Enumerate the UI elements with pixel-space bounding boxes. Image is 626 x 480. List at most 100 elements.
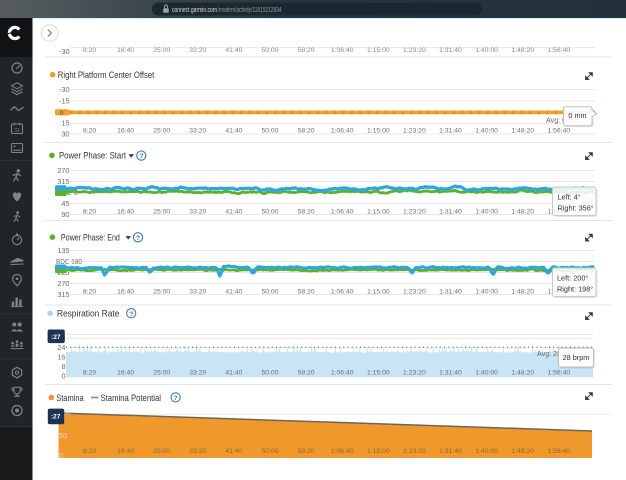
svg-text:?: ?	[174, 395, 178, 402]
svg-text:BDC 180: BDC 180	[56, 257, 82, 266]
svg-text:1:06:40: 1:06:40	[331, 127, 354, 134]
svg-text:1:40:00: 1:40:00	[475, 208, 498, 215]
svg-text:50:00: 50:00	[261, 47, 278, 54]
svg-text:1:31:40: 1:31:40	[439, 369, 462, 376]
svg-text:0: 0	[59, 451, 63, 460]
svg-text:41:40: 41:40	[225, 127, 242, 134]
svg-text:33:20: 33:20	[189, 208, 206, 215]
svg-text:1:56:40: 1:56:40	[547, 127, 570, 134]
svg-text:Stamina: Stamina	[56, 393, 84, 404]
svg-text:8:20: 8:20	[83, 288, 96, 295]
svg-text:Right Platform Center Offset: Right Platform Center Offset	[58, 70, 155, 81]
svg-text:1:06:40: 1:06:40	[331, 288, 354, 295]
svg-text:1:48:20: 1:48:20	[511, 47, 534, 54]
svg-text:1:48:20: 1:48:20	[511, 127, 534, 134]
svg-text:15: 15	[61, 119, 69, 128]
svg-text:8:20: 8:20	[83, 369, 96, 376]
svg-text::27: :27	[51, 413, 61, 420]
svg-text:41:40: 41:40	[225, 448, 242, 455]
svg-text:1:31:40: 1:31:40	[439, 208, 462, 215]
svg-text:33:20: 33:20	[189, 127, 206, 134]
svg-text:1:40:00: 1:40:00	[475, 47, 498, 54]
svg-text:1:15:00: 1:15:00	[367, 288, 390, 295]
svg-text:41:40: 41:40	[225, 288, 242, 295]
svg-text:-15: -15	[59, 97, 70, 106]
svg-text:8:20: 8:20	[83, 127, 96, 134]
svg-text:Right: 356°: Right: 356°	[558, 204, 594, 213]
svg-text:315: 315	[57, 290, 69, 299]
svg-text:1:15:00: 1:15:00	[367, 448, 390, 455]
svg-text:connect.garmin.com: connect.garmin.com	[172, 5, 217, 14]
svg-text:1:15:00: 1:15:00	[367, 127, 390, 134]
svg-text:1:40:00: 1:40:00	[475, 127, 498, 134]
svg-text:1:48:20: 1:48:20	[511, 208, 534, 215]
svg-text:1:40:00: 1:40:00	[475, 369, 498, 376]
svg-text:16:40: 16:40	[117, 47, 134, 54]
svg-text:58:20: 58:20	[298, 448, 315, 455]
svg-text:50:00: 50:00	[261, 288, 278, 295]
svg-text:?: ?	[139, 153, 143, 160]
svg-text:8:20: 8:20	[83, 208, 96, 215]
svg-text:41:40: 41:40	[225, 208, 242, 215]
svg-text:1:06:40: 1:06:40	[331, 369, 354, 376]
svg-text:1:15:00: 1:15:00	[367, 208, 390, 215]
svg-text:1:48:20: 1:48:20	[511, 448, 534, 455]
svg-text:1:23:20: 1:23:20	[403, 288, 426, 295]
svg-text:8:20: 8:20	[83, 47, 96, 54]
svg-text:50: 50	[59, 431, 67, 440]
svg-text:?: ?	[136, 235, 140, 242]
svg-text:31: 31	[14, 128, 20, 134]
svg-text:Respiration Rate: Respiration Rate	[57, 309, 120, 320]
svg-text:33:20: 33:20	[189, 448, 206, 455]
svg-text:16:40: 16:40	[117, 369, 134, 376]
svg-text:33:20: 33:20	[189, 369, 206, 376]
svg-text:1:23:20: 1:23:20	[403, 127, 426, 134]
svg-text:58:20: 58:20	[298, 127, 315, 134]
svg-text:1:15:00: 1:15:00	[367, 47, 390, 54]
svg-text:1:40:00: 1:40:00	[475, 448, 498, 455]
svg-text:1:06:40: 1:06:40	[331, 448, 354, 455]
svg-text:Stamina Potential: Stamina Potential	[101, 393, 162, 404]
svg-text:-30: -30	[59, 85, 70, 94]
svg-text:Left: 200°: Left: 200°	[557, 274, 588, 283]
svg-text:Power Phase: Start: Power Phase: Start	[59, 151, 126, 162]
svg-text:45: 45	[61, 199, 69, 208]
svg-text:100: 100	[59, 408, 71, 417]
svg-text:25:00: 25:00	[153, 47, 170, 54]
svg-text:50:00: 50:00	[261, 369, 278, 376]
svg-text:315: 315	[57, 177, 69, 186]
svg-text:Power Phase: End: Power Phase: End	[61, 233, 120, 244]
svg-text:33:20: 33:20	[189, 47, 206, 54]
svg-text:41:40: 41:40	[225, 47, 242, 54]
svg-text:25:00: 25:00	[153, 127, 170, 134]
svg-text:25:00: 25:00	[153, 288, 170, 295]
svg-text:8: 8	[61, 362, 65, 371]
svg-text:8:20: 8:20	[83, 448, 96, 455]
svg-text:58:20: 58:20	[298, 47, 315, 54]
svg-text:0: 0	[60, 110, 64, 117]
svg-text:1:23:20: 1:23:20	[403, 47, 426, 54]
svg-text:1:48:20: 1:48:20	[511, 288, 534, 295]
svg-text:33:20: 33:20	[189, 288, 206, 295]
svg-text:1:06:40: 1:06:40	[331, 208, 354, 215]
svg-text:50:00: 50:00	[261, 208, 278, 215]
svg-text:1:23:20: 1:23:20	[403, 208, 426, 215]
svg-text:58:20: 58:20	[298, 369, 315, 376]
svg-text:1:40:00: 1:40:00	[475, 288, 498, 295]
svg-text:0: 0	[61, 372, 65, 381]
svg-text:1:31:40: 1:31:40	[439, 288, 462, 295]
svg-text:1:56:40: 1:56:40	[547, 448, 570, 455]
svg-text:16:40: 16:40	[117, 208, 134, 215]
svg-text:58:20: 58:20	[298, 288, 315, 295]
svg-text:1:31:40: 1:31:40	[439, 47, 462, 54]
svg-text:1:31:40: 1:31:40	[439, 448, 462, 455]
svg-text:Left: 4°: Left: 4°	[558, 193, 581, 202]
svg-text:Right: 198°: Right: 198°	[557, 285, 593, 294]
svg-text:58:20: 58:20	[298, 208, 315, 215]
svg-text:1:31:40: 1:31:40	[439, 127, 462, 134]
svg-text:50:00: 50:00	[261, 448, 278, 455]
svg-text:16:40: 16:40	[117, 288, 134, 295]
svg-text:1:06:40: 1:06:40	[331, 47, 354, 54]
svg-text:1:56:40: 1:56:40	[547, 47, 570, 54]
svg-text:1:23:20: 1:23:20	[403, 448, 426, 455]
